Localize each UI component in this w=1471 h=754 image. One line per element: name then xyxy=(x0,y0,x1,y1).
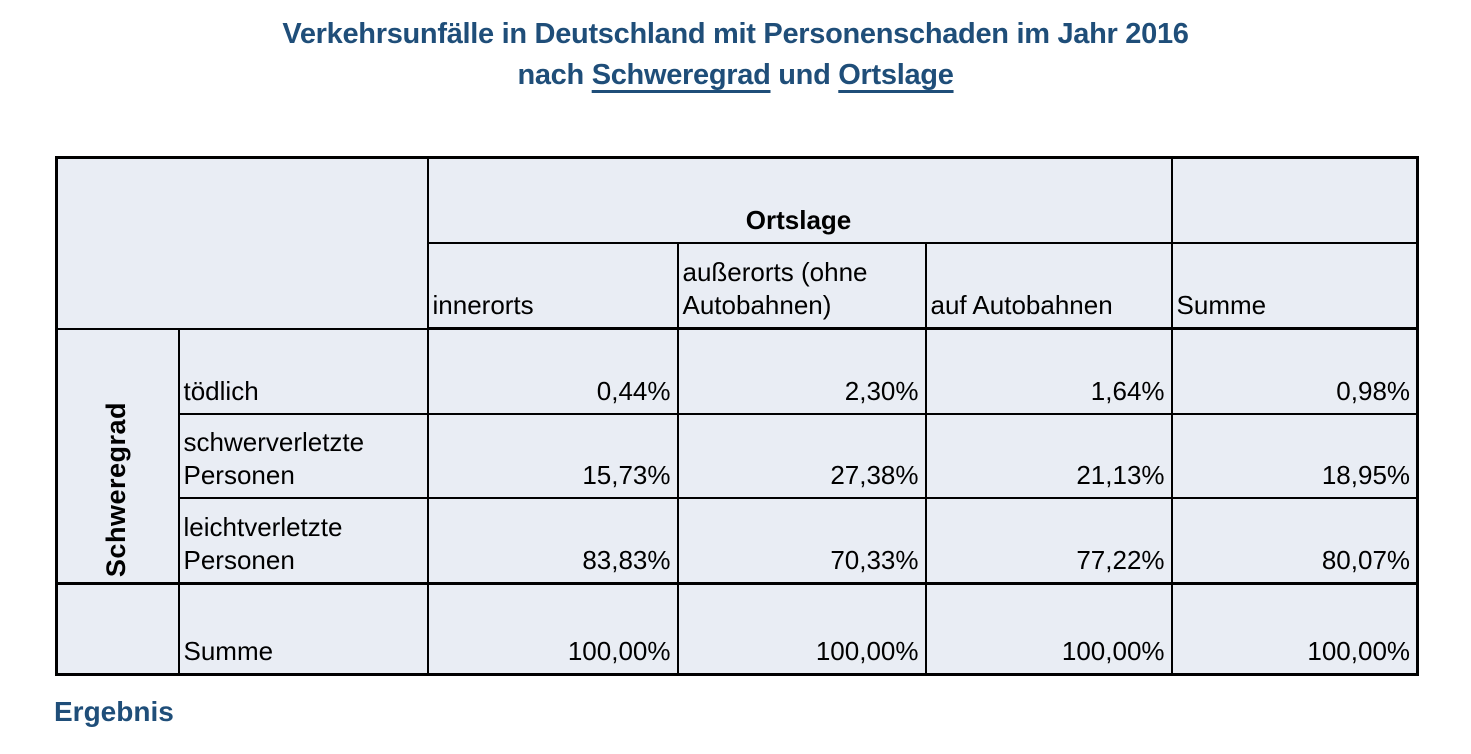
value-cell: 18,95% xyxy=(1170,413,1419,499)
row-group-header-schweregrad: Schweregrad xyxy=(55,327,180,585)
column-group-header-ortslage: Ortslage xyxy=(426,156,1173,244)
page-title: Verkehrsunfälle in Deutschland mit Perso… xyxy=(0,14,1471,96)
title-line2-middle: und xyxy=(770,59,839,91)
page-title-line1: Verkehrsunfälle in Deutschland mit Perso… xyxy=(282,18,1189,50)
value-cell: 2,30% xyxy=(676,327,927,415)
value-cell: 100,00% xyxy=(1170,582,1419,676)
value-cell: 0,98% xyxy=(1170,327,1419,415)
col-header-autobahnen: auf Autobahnen xyxy=(924,242,1173,330)
value-cell: 83,83% xyxy=(426,497,679,585)
crosstab-wrapper: Ortslage innerorts außerorts (ohne Autob… xyxy=(55,156,1420,676)
col-header-innerorts: innerorts xyxy=(426,242,679,330)
row-label-toedlich: tödlich xyxy=(177,327,429,415)
value-cell: 100,00% xyxy=(924,582,1173,676)
col-header-summe: Summe xyxy=(1170,242,1419,330)
value-cell: 77,22% xyxy=(924,497,1173,585)
row-label-schwerverletzte: schwerverletzte Personen xyxy=(177,413,429,499)
page-title-line2: nach Schweregrad und Ortslage xyxy=(0,55,1471,96)
summe-row-empty-cell xyxy=(55,582,180,676)
row-label-leichtverletzte: leichtverletzte Personen xyxy=(177,497,429,585)
value-cell: 15,73% xyxy=(426,413,679,499)
value-cell: 27,38% xyxy=(676,413,927,499)
value-cell: 100,00% xyxy=(676,582,927,676)
title-keyword-ortslage: Ortslage xyxy=(838,59,954,91)
corner-empty-cell xyxy=(55,156,429,330)
value-cell: 21,13% xyxy=(924,413,1173,499)
row-label-summe: Summe xyxy=(177,582,429,676)
col-header-ausserorts: außerorts (ohne Autobahnen) xyxy=(676,242,927,330)
value-cell: 80,07% xyxy=(1170,497,1419,585)
result-label: Ergebnis xyxy=(54,696,174,727)
title-line2-prefix: nach xyxy=(517,59,592,91)
value-cell: 0,44% xyxy=(426,327,679,415)
title-keyword-schweregrad: Schweregrad xyxy=(591,59,771,91)
schweregrad-vertical-label: Schweregrad xyxy=(101,401,132,577)
value-cell: 100,00% xyxy=(426,582,679,676)
value-cell: 70,33% xyxy=(676,497,927,585)
header-empty-cell-above-summe xyxy=(1170,156,1419,244)
crosstab-table: Ortslage innerorts außerorts (ohne Autob… xyxy=(55,156,1420,676)
value-cell: 1,64% xyxy=(924,327,1173,415)
